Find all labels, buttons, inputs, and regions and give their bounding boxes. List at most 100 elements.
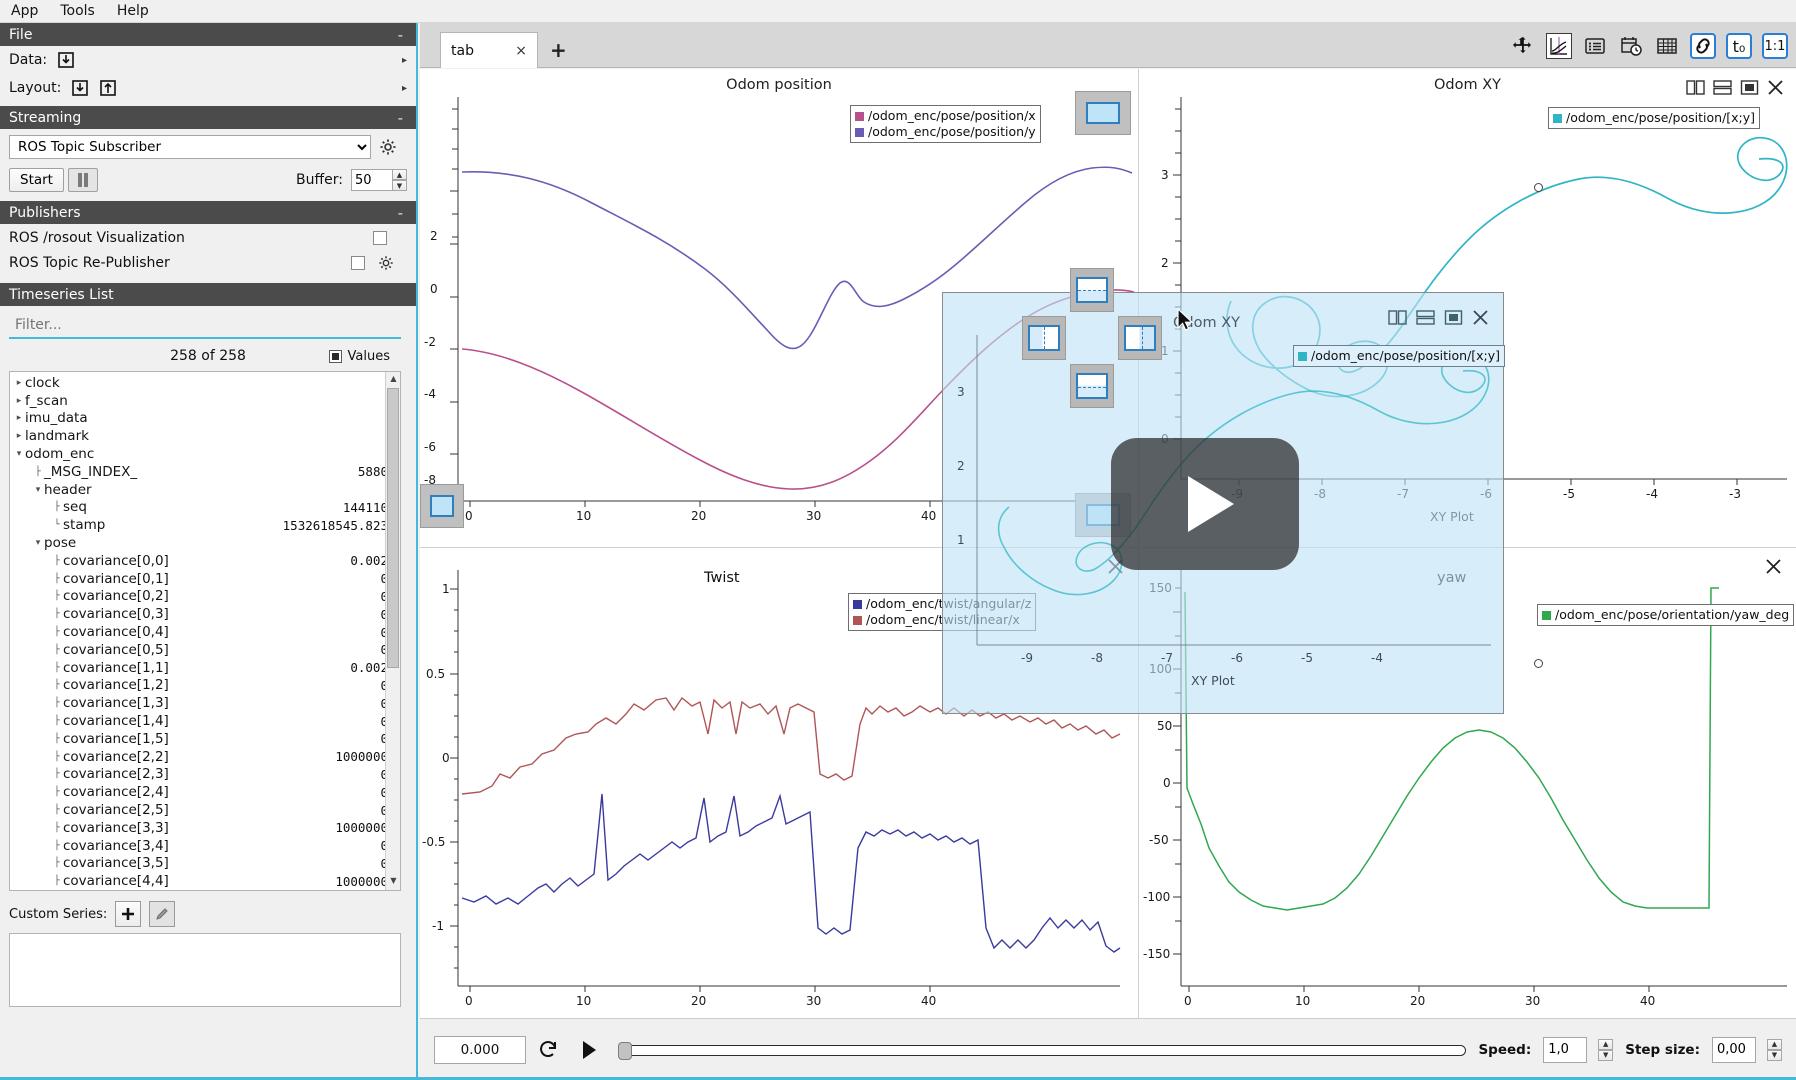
tree-branch-icon[interactable]: ├ <box>54 573 60 584</box>
maximize-icon[interactable] <box>1444 309 1463 326</box>
tree-branch-icon[interactable]: └ <box>54 520 60 531</box>
tree-item[interactable]: ├covariance[1,2] 0 <box>13 677 400 695</box>
tree-item[interactable]: ├covariance[0,4] 0 <box>13 623 400 641</box>
tree-branch-icon[interactable]: ├ <box>54 840 60 851</box>
pause-icon[interactable] <box>67 168 98 192</box>
step-stepper-up[interactable]: ▲ <box>1767 1038 1782 1050</box>
publisher-checkbox[interactable] <box>373 231 387 245</box>
drop-left-icon[interactable] <box>1022 316 1066 360</box>
speed-stepper[interactable]: ▲ ▼ <box>1598 1038 1614 1061</box>
tree-branch-icon[interactable]: ├ <box>54 787 60 798</box>
pan-left-widget[interactable] <box>420 484 464 528</box>
tree-branch-icon[interactable]: ├ <box>54 751 60 762</box>
legend-item[interactable]: /odom_enc/pose/position/[x;y] <box>1298 348 1500 364</box>
split-vertical-icon[interactable] <box>1416 309 1435 326</box>
slider-handle[interactable] <box>618 1041 632 1060</box>
tree-item[interactable]: ├covariance[1,4] 0 <box>13 712 400 730</box>
tree-item[interactable]: ├covariance[3,5] 0 <box>13 855 400 873</box>
tree-branch-icon[interactable]: ├ <box>54 555 60 566</box>
filter-input[interactable] <box>9 312 401 339</box>
custom-series-list[interactable] <box>9 933 401 1007</box>
plot-curves-icon[interactable] <box>1546 33 1572 59</box>
chevron-right-icon[interactable]: ▸ <box>16 395 22 406</box>
video-play-overlay[interactable] <box>1111 438 1299 570</box>
tree-item[interactable]: ├ covariance[4,4] 1000000 <box>13 872 400 890</box>
chevron-right-icon[interactable]: ▸ <box>16 431 22 442</box>
tree-item[interactable]: ├ _MSG_INDEX_ 5880 <box>13 463 400 481</box>
tree-branch-icon[interactable]: ├ <box>54 733 60 744</box>
buffer-stepper-down[interactable]: ▼ <box>392 180 407 191</box>
split-horizontal-icon[interactable] <box>1686 79 1705 96</box>
maximize-icon[interactable] <box>1740 79 1759 96</box>
grid-icon[interactable] <box>1654 33 1680 59</box>
tree-item[interactable]: ▾ header <box>13 481 400 499</box>
chevron-down-icon[interactable]: ▾ <box>35 484 41 495</box>
plot-anchor-handle[interactable] <box>1534 659 1543 668</box>
legend-item[interactable]: /odom_enc/pose/position/x <box>855 108 1036 124</box>
tree-item[interactable]: ▸ f_scan <box>13 392 400 410</box>
chevron-down-icon[interactable]: ▾ <box>16 449 22 460</box>
publisher-checkbox[interactable] <box>351 256 365 270</box>
buffer-input[interactable] <box>351 169 393 191</box>
gear-icon[interactable] <box>375 252 397 274</box>
tree-item[interactable]: ├covariance[1,3] 0 <box>13 694 400 712</box>
loop-icon[interactable] <box>538 1039 560 1061</box>
tree-item[interactable]: ├covariance[0,3] 0 <box>13 605 400 623</box>
link-icon[interactable] <box>1690 33 1716 59</box>
tree-item[interactable]: ├covariance[4,5]0 <box>13 890 400 891</box>
step-stepper-down[interactable]: ▼ <box>1767 1049 1782 1061</box>
t-zero-icon[interactable]: t₀ <box>1726 33 1752 59</box>
menu-help[interactable]: Help <box>116 3 149 19</box>
tree-item[interactable]: ├covariance[2,5] 0 <box>13 801 400 819</box>
tree-item[interactable]: └ stamp 1532618545.823 <box>13 516 400 534</box>
tree-item[interactable]: ▸ clock <box>13 374 400 392</box>
tree-branch-icon[interactable]: ├ <box>54 876 60 887</box>
tree-item[interactable]: ▸ imu_data <box>13 410 400 428</box>
pan-move-icon[interactable] <box>1510 33 1536 59</box>
tree-branch-icon[interactable]: ├ <box>54 627 60 638</box>
tree-item[interactable]: ▸ landmark <box>13 427 400 445</box>
floating-plot-legend[interactable]: /odom_enc/pose/position/[x;y] <box>1293 345 1506 367</box>
plot-legend[interactable]: /odom_enc/pose/position/x /odom_enc/pose… <box>850 105 1041 143</box>
legend-item[interactable]: /odom_enc/pose/position/[x;y] <box>1553 110 1755 126</box>
chevron-down-icon[interactable]: ▾ <box>35 538 41 549</box>
tree-branch-icon[interactable]: ├ <box>54 858 60 869</box>
legend-item[interactable]: /odom_enc/pose/orientation/yaw_deg <box>1542 607 1789 623</box>
tree-item[interactable]: ├ covariance[1,1] 0.002 <box>13 659 400 677</box>
timeseries-tree[interactable]: ▸ clock ▸ f_scan ▸ imu_data ▸ landmark ▾ odom_enc… <box>9 371 401 891</box>
tree-branch-icon[interactable]: ├ <box>54 680 60 691</box>
tree-branch-icon[interactable]: ├ <box>54 769 60 780</box>
import-icon[interactable] <box>69 77 91 99</box>
gear-icon[interactable] <box>377 136 399 158</box>
menu-app[interactable]: App <box>11 3 39 19</box>
tree-item[interactable]: ▾ odom_enc <box>13 445 400 463</box>
buffer-stepper-up[interactable]: ▲ <box>392 169 407 180</box>
close-icon[interactable] <box>1767 79 1786 96</box>
add-tab-button[interactable]: + <box>550 38 567 62</box>
chevron-right-icon[interactable]: ▸ <box>16 413 22 424</box>
tree-item[interactable]: ├covariance[2,4] 0 <box>13 783 400 801</box>
close-icon[interactable]: × <box>515 42 527 59</box>
tree-branch-icon[interactable]: ├ <box>54 591 60 602</box>
tree-item[interactable]: ├ covariance[0,0] 0.002 <box>13 552 400 570</box>
drop-bottom-icon[interactable] <box>1070 364 1114 408</box>
publishers-collapse-glyph[interactable]: - <box>397 203 403 222</box>
chevron-right-icon[interactable]: ▸ <box>16 377 22 388</box>
pencil-icon[interactable] <box>149 901 176 927</box>
speed-stepper-down[interactable]: ▼ <box>1598 1049 1614 1061</box>
import-icon[interactable] <box>55 49 77 71</box>
legend-item[interactable]: /odom_enc/pose/position/y <box>855 124 1036 140</box>
step-size-stepper[interactable]: ▲ ▼ <box>1767 1038 1782 1061</box>
play-icon[interactable] <box>578 1039 600 1061</box>
plot-legend[interactable]: /odom_enc/pose/position/[x;y] <box>1548 107 1761 129</box>
plus-icon[interactable] <box>115 901 142 927</box>
tree-branch-icon[interactable]: ├ <box>54 662 60 673</box>
zoom-out-widget-top[interactable] <box>1075 91 1131 135</box>
scrollbar-thumb[interactable] <box>387 388 399 668</box>
one-to-one-icon[interactable]: 1:1 <box>1762 33 1788 59</box>
timeline-slider[interactable] <box>618 1041 1467 1060</box>
tree-item[interactable]: ├ covariance[2,2] 1000000 <box>13 748 400 766</box>
tree-branch-icon[interactable]: ├ <box>54 644 60 655</box>
calendar-clock-icon[interactable] <box>1618 33 1644 59</box>
current-time-display[interactable]: 0.000 <box>434 1035 526 1064</box>
